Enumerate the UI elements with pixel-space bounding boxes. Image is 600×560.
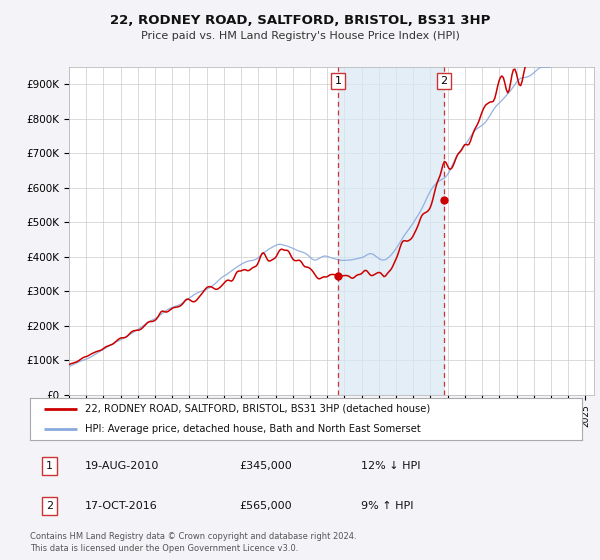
Text: £345,000: £345,000	[240, 461, 293, 471]
Text: 2: 2	[46, 501, 53, 511]
Text: 1: 1	[335, 76, 341, 86]
Text: £565,000: £565,000	[240, 501, 292, 511]
Text: 2: 2	[440, 76, 448, 86]
Bar	[338, 67, 444, 395]
Text: Price paid vs. HM Land Registry's House Price Index (HPI): Price paid vs. HM Land Registry's House …	[140, 31, 460, 41]
Text: 17-OCT-2016: 17-OCT-2016	[85, 501, 158, 511]
Text: 9% ↑ HPI: 9% ↑ HPI	[361, 501, 414, 511]
Text: 12% ↓ HPI: 12% ↓ HPI	[361, 461, 421, 471]
Text: 19-AUG-2010: 19-AUG-2010	[85, 461, 160, 471]
Text: 22, RODNEY ROAD, SALTFORD, BRISTOL, BS31 3HP: 22, RODNEY ROAD, SALTFORD, BRISTOL, BS31…	[110, 14, 490, 27]
Text: 22, RODNEY ROAD, SALTFORD, BRISTOL, BS31 3HP (detached house): 22, RODNEY ROAD, SALTFORD, BRISTOL, BS31…	[85, 404, 430, 413]
Text: 1: 1	[46, 461, 53, 471]
Text: Contains HM Land Registry data © Crown copyright and database right 2024.
This d: Contains HM Land Registry data © Crown c…	[30, 532, 356, 553]
Text: HPI: Average price, detached house, Bath and North East Somerset: HPI: Average price, detached house, Bath…	[85, 424, 421, 433]
